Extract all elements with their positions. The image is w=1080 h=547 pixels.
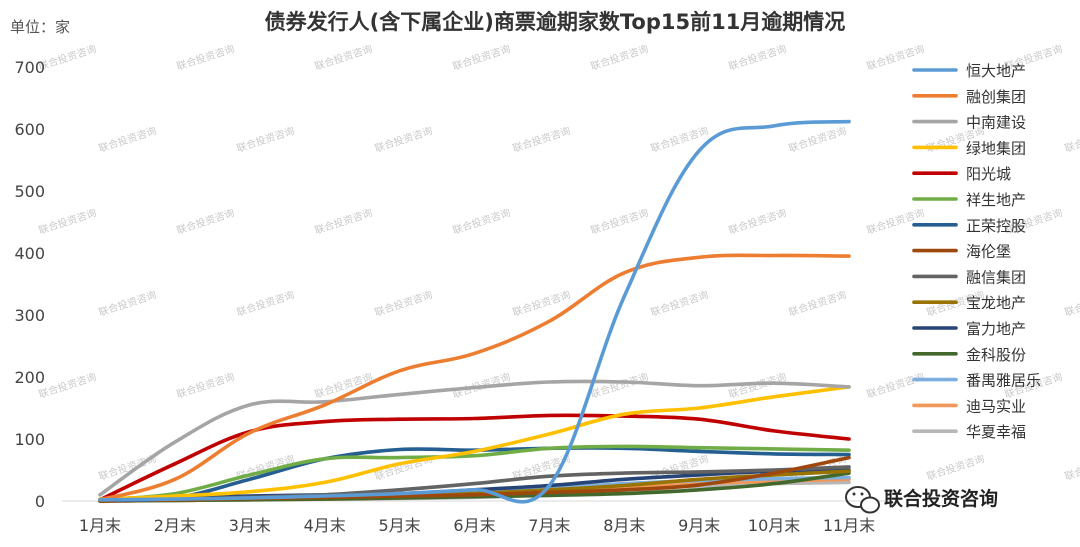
watermark-text: 联合投资咨询 bbox=[1063, 452, 1080, 483]
corner-watermark: 联合投资咨询 bbox=[845, 486, 998, 514]
y-tick-label: 400 bbox=[14, 244, 45, 263]
y-tick-label: 0 bbox=[35, 492, 45, 511]
y-tick-label: 100 bbox=[14, 430, 45, 449]
legend-label: 金科股份 bbox=[966, 346, 1026, 364]
watermark-text: 联合投资咨询 bbox=[97, 124, 158, 155]
legend-label: 融创集团 bbox=[966, 88, 1026, 106]
series-line-3 bbox=[98, 379, 851, 497]
watermark-text: 联合投资咨询 bbox=[373, 124, 434, 155]
watermark-text: 联合投资咨询 bbox=[37, 42, 98, 73]
watermark-text: 联合投资咨询 bbox=[97, 288, 158, 319]
legend-label: 融信集团 bbox=[966, 268, 1026, 286]
watermark-text: 联合投资咨询 bbox=[175, 370, 236, 401]
wechat-icon bbox=[845, 486, 880, 514]
legend-label: 迪马实业 bbox=[966, 397, 1026, 415]
watermark-text: 联合投资咨询 bbox=[787, 288, 848, 319]
watermark-text: 联合投资咨询 bbox=[37, 370, 98, 401]
x-tick-label: 6月末 bbox=[453, 516, 495, 535]
watermark-text: 联合投资咨询 bbox=[373, 288, 434, 319]
watermark-text: 联合投资咨询 bbox=[727, 42, 788, 73]
x-tick-label: 1月末 bbox=[79, 516, 121, 535]
legend: 恒大地产融创集团中南建设绿地集团阳光城祥生地产正荣控股海伦堡融信集团宝龙地产富力… bbox=[912, 62, 1041, 441]
x-tick-label: 11月末 bbox=[823, 516, 875, 535]
legend-label: 番禺雅居乐 bbox=[966, 372, 1041, 390]
watermark-text: 联合投资咨询 bbox=[589, 42, 650, 73]
watermark-text: 联合投资咨询 bbox=[1063, 124, 1080, 155]
legend-label: 中南建设 bbox=[966, 114, 1026, 132]
x-tick-label: 8月末 bbox=[603, 516, 645, 535]
legend-label: 祥生地产 bbox=[966, 191, 1026, 209]
y-tick-label: 700 bbox=[14, 58, 45, 77]
watermark-text: 联合投资咨询 bbox=[727, 206, 788, 237]
watermark-text: 联合投资咨询 bbox=[451, 206, 512, 237]
series-line-2 bbox=[98, 253, 851, 502]
watermark-text: 联合投资咨询 bbox=[313, 42, 374, 73]
chart-title: 债券发行人(含下属企业)商票逾期家数Top15前11月逾期情况 bbox=[265, 10, 846, 34]
series-line-6 bbox=[98, 444, 851, 502]
series-lines bbox=[98, 119, 851, 504]
legend-label: 恒大地产 bbox=[966, 62, 1026, 80]
watermark-text: 联合投资咨询 bbox=[925, 452, 986, 483]
watermark-text: 联合投资咨询 bbox=[235, 124, 296, 155]
x-tick-label: 9月末 bbox=[678, 516, 720, 535]
x-tick-label: 10月末 bbox=[748, 516, 800, 535]
watermark-text: 联合投资咨询 bbox=[865, 206, 926, 237]
watermark-text: 联合投资咨询 bbox=[865, 370, 926, 401]
series-line-5 bbox=[98, 413, 851, 502]
series-line-4 bbox=[98, 385, 851, 501]
x-tick-label: 4月末 bbox=[304, 516, 346, 535]
watermark-text: 联合投资咨询 bbox=[787, 124, 848, 155]
legend-label: 宝龙地产 bbox=[966, 294, 1026, 312]
watermark-text: 联合投资咨询 bbox=[97, 452, 158, 483]
y-axis: 0 100 200 300 400 500 600 700 bbox=[14, 58, 45, 511]
x-tick-label: 3月末 bbox=[229, 516, 271, 535]
watermark-text: 联合投资咨询 bbox=[235, 288, 296, 319]
x-tick-label: 2月末 bbox=[154, 516, 196, 535]
legend-label: 阳光城 bbox=[966, 165, 1011, 183]
watermark-text: 联合投资咨询 bbox=[451, 42, 512, 73]
legend-label: 正荣控股 bbox=[966, 217, 1026, 235]
unit-label: 单位：家 bbox=[10, 18, 70, 36]
y-tick-label: 300 bbox=[14, 306, 45, 325]
corner-watermark-text: 联合投资咨询 bbox=[884, 487, 998, 510]
watermark-text: 联合投资咨询 bbox=[313, 206, 374, 237]
y-tick-label: 600 bbox=[14, 120, 45, 139]
legend-label: 富力地产 bbox=[966, 320, 1026, 338]
legend-label: 海伦堡 bbox=[966, 243, 1011, 261]
legend-label: 华夏幸福 bbox=[966, 423, 1026, 441]
x-tick-label: 7月末 bbox=[528, 516, 570, 535]
legend-label: 绿地集团 bbox=[966, 139, 1026, 157]
x-axis: 1月末 2月末 3月末 4月末 5月末 6月末 7月末 8月末 9月末 10月末 11月末 bbox=[79, 516, 875, 535]
watermark-text: 联合投资咨询 bbox=[511, 124, 572, 155]
watermark-text: 联合投资咨询 bbox=[37, 206, 98, 237]
watermark-text: 联合投资咨询 bbox=[175, 206, 236, 237]
watermark-text: 联合投资咨询 bbox=[589, 370, 650, 401]
series-line-1 bbox=[98, 119, 851, 504]
y-tick-label: 200 bbox=[14, 368, 45, 387]
x-tick-label: 5月末 bbox=[379, 516, 421, 535]
y-tick-label: 500 bbox=[14, 182, 45, 201]
watermark-text: 联合投资咨询 bbox=[1063, 288, 1080, 319]
watermark-text: 联合投资咨询 bbox=[649, 288, 710, 319]
watermark-text: 联合投资咨询 bbox=[589, 206, 650, 237]
watermark-text: 联合投资咨询 bbox=[175, 42, 236, 73]
